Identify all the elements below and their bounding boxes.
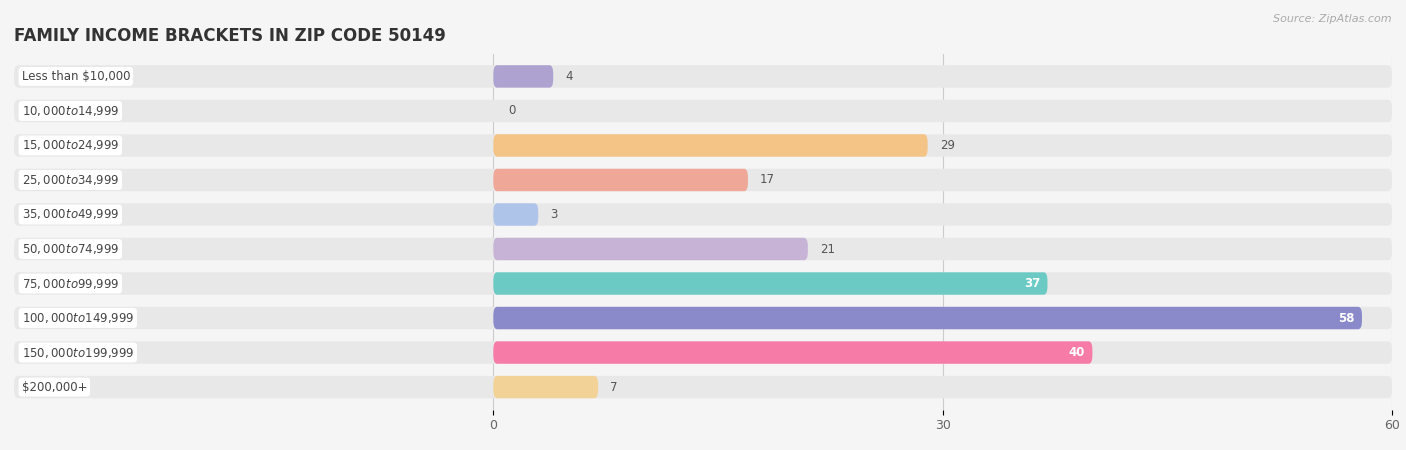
Text: Source: ZipAtlas.com: Source: ZipAtlas.com (1274, 14, 1392, 23)
FancyBboxPatch shape (14, 342, 1392, 364)
Text: $75,000 to $99,999: $75,000 to $99,999 (21, 276, 120, 291)
Text: 37: 37 (1024, 277, 1040, 290)
FancyBboxPatch shape (14, 238, 1392, 260)
FancyBboxPatch shape (14, 169, 1392, 191)
Text: $35,000 to $49,999: $35,000 to $49,999 (21, 207, 120, 221)
Text: 3: 3 (550, 208, 558, 221)
Text: FAMILY INCOME BRACKETS IN ZIP CODE 50149: FAMILY INCOME BRACKETS IN ZIP CODE 50149 (14, 27, 446, 45)
Text: $15,000 to $24,999: $15,000 to $24,999 (21, 139, 120, 153)
FancyBboxPatch shape (494, 307, 1362, 329)
Text: 40: 40 (1069, 346, 1085, 359)
FancyBboxPatch shape (494, 272, 1047, 295)
FancyBboxPatch shape (494, 169, 748, 191)
Text: 58: 58 (1339, 311, 1354, 324)
Text: $150,000 to $199,999: $150,000 to $199,999 (21, 346, 134, 360)
Text: $10,000 to $14,999: $10,000 to $14,999 (21, 104, 120, 118)
FancyBboxPatch shape (494, 65, 553, 88)
Text: 4: 4 (565, 70, 572, 83)
FancyBboxPatch shape (14, 203, 1392, 226)
FancyBboxPatch shape (14, 100, 1392, 122)
Text: $100,000 to $149,999: $100,000 to $149,999 (21, 311, 134, 325)
Text: Less than $10,000: Less than $10,000 (21, 70, 129, 83)
FancyBboxPatch shape (494, 203, 538, 226)
FancyBboxPatch shape (494, 238, 808, 260)
Text: 0: 0 (509, 104, 516, 117)
FancyBboxPatch shape (14, 65, 1392, 88)
Text: 21: 21 (820, 243, 835, 256)
FancyBboxPatch shape (14, 272, 1392, 295)
Text: $50,000 to $74,999: $50,000 to $74,999 (21, 242, 120, 256)
FancyBboxPatch shape (494, 342, 1092, 364)
FancyBboxPatch shape (494, 376, 598, 398)
Text: $200,000+: $200,000+ (21, 381, 87, 394)
FancyBboxPatch shape (14, 307, 1392, 329)
FancyBboxPatch shape (14, 376, 1392, 398)
Text: 29: 29 (939, 139, 955, 152)
Text: 17: 17 (759, 174, 775, 186)
FancyBboxPatch shape (14, 134, 1392, 157)
Text: $25,000 to $34,999: $25,000 to $34,999 (21, 173, 120, 187)
Text: 7: 7 (610, 381, 617, 394)
FancyBboxPatch shape (494, 134, 928, 157)
